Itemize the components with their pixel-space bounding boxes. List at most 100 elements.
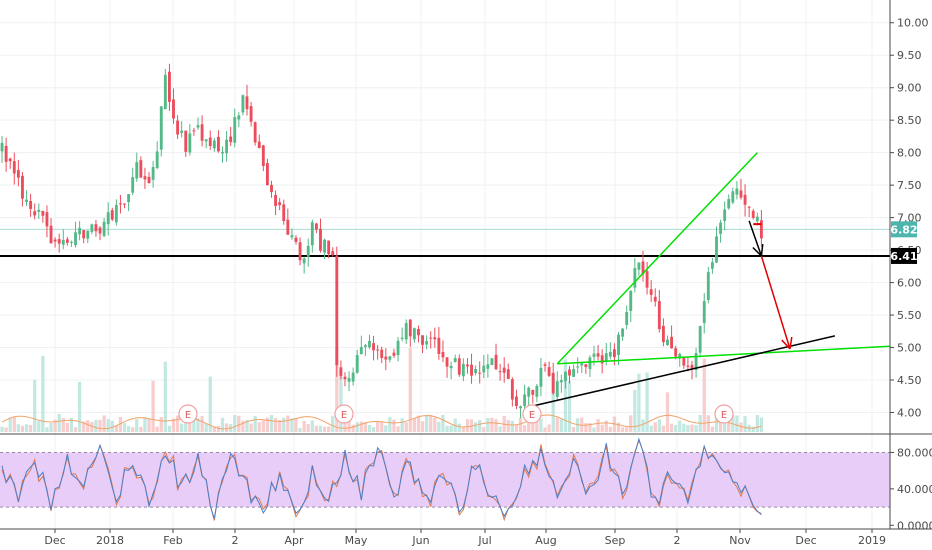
volume-bar <box>743 416 747 432</box>
volume-bar <box>24 424 29 432</box>
candle-body <box>25 199 28 202</box>
volume-bar <box>490 417 494 432</box>
candle-body <box>625 311 629 325</box>
candle-body <box>127 194 131 202</box>
volume-bar <box>73 427 78 432</box>
candle-body <box>282 204 286 222</box>
volume-bar <box>241 420 245 432</box>
candle-body <box>612 349 616 358</box>
candle-body <box>617 334 620 355</box>
volume-bar <box>686 425 690 432</box>
candle-body <box>604 353 608 361</box>
volume-bar <box>535 420 539 432</box>
volume-bar <box>608 426 612 432</box>
candle-body <box>608 351 612 357</box>
volume-bar <box>331 416 335 432</box>
volume-bar <box>94 419 98 432</box>
candle-body <box>645 271 649 288</box>
candle-body <box>274 195 278 206</box>
candlesticks <box>0 63 763 419</box>
volume-bar <box>322 426 327 432</box>
volume-bar <box>514 424 519 432</box>
earnings-marker: E <box>178 404 198 424</box>
volume-bar <box>245 420 249 432</box>
volume-bar <box>547 424 551 432</box>
candle-body <box>253 122 257 143</box>
candle-body <box>155 151 159 169</box>
candle-body <box>70 241 73 243</box>
candle-body <box>564 371 567 382</box>
candle-body <box>592 353 596 357</box>
horizontal-levels <box>0 228 890 257</box>
candle-body <box>204 139 208 142</box>
candle-body <box>506 369 510 379</box>
volume-bar <box>376 420 380 432</box>
candle-body <box>12 161 16 174</box>
candle-body <box>706 272 710 300</box>
volume-ma-line <box>1 414 762 430</box>
candle-body <box>555 381 559 397</box>
candle-body <box>384 356 388 360</box>
volume-bar <box>551 373 555 432</box>
volume-bar <box>82 421 86 432</box>
volume-bar <box>543 427 547 432</box>
candle-body <box>306 245 310 257</box>
volume-bar <box>457 423 461 432</box>
drawn-annotations <box>532 152 891 407</box>
candle-body <box>172 99 175 119</box>
volume-bar <box>510 420 514 432</box>
candle-body <box>490 358 494 365</box>
candle-body <box>759 220 763 239</box>
earnings-label: E <box>341 410 347 421</box>
time-tick-label: Apr <box>284 534 304 547</box>
volume-bar <box>0 426 4 432</box>
candle-body <box>302 258 306 264</box>
volume-bar <box>310 420 314 432</box>
time-tick-label: May <box>345 534 368 547</box>
candle-body <box>33 211 37 216</box>
candle-body <box>257 141 261 149</box>
candle-body <box>543 364 547 366</box>
candle-body <box>261 145 265 167</box>
volume-bar <box>16 424 21 432</box>
volume-bar <box>20 425 25 432</box>
volume-bar <box>412 417 417 432</box>
candle-body <box>200 124 204 141</box>
candle-body <box>8 158 12 162</box>
time-tick-label: Jun <box>411 534 429 547</box>
volume-bar <box>527 414 531 432</box>
volume-bar <box>392 419 396 432</box>
volume-bar <box>625 427 629 432</box>
candle-body <box>65 239 69 243</box>
volume-bar <box>12 417 16 432</box>
volume-bar <box>196 418 200 432</box>
volume-bar <box>45 427 49 432</box>
price-tag-box <box>891 221 917 238</box>
candle-body <box>719 222 723 234</box>
candle-body <box>335 255 339 366</box>
candle-body <box>702 301 706 324</box>
volume-bar <box>339 370 343 432</box>
price-tick-label: 7.50 <box>897 179 922 192</box>
red-arrow <box>760 255 791 350</box>
candle-body <box>690 364 694 369</box>
volume-bar <box>220 417 225 432</box>
volume-bar <box>249 423 253 432</box>
volume-bar <box>314 425 319 432</box>
candle-body <box>323 239 326 253</box>
volume-bar <box>567 381 572 432</box>
candle-body <box>547 367 551 376</box>
earnings-marker: E <box>334 404 354 424</box>
volume-bar <box>735 415 739 432</box>
price-tag-label: 6.82 <box>890 223 917 236</box>
earnings-circle <box>178 404 198 424</box>
volume-bar <box>265 417 270 432</box>
candle-body <box>661 325 665 343</box>
volume-bar <box>86 420 90 432</box>
volume-bar <box>584 423 588 432</box>
candle-body <box>37 209 41 212</box>
candle-body <box>245 96 249 110</box>
candle-body <box>453 358 457 363</box>
time-tick-label: 2019 <box>858 534 886 547</box>
